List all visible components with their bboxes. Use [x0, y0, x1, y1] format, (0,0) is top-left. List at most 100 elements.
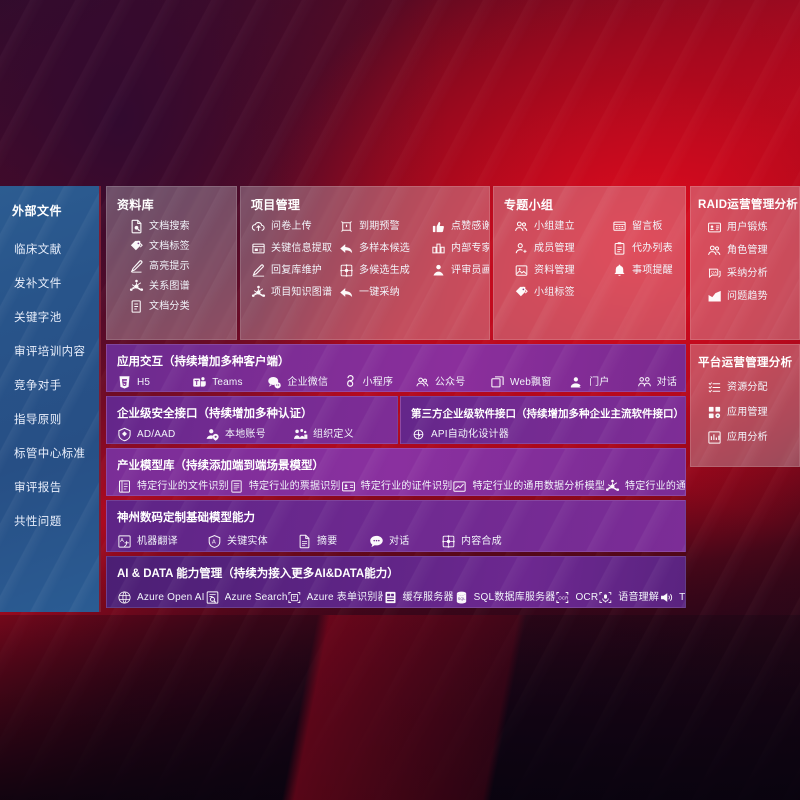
project-item-knowledge-graph[interactable]: 项目知识图谱	[251, 285, 335, 300]
aidata-item-azure-openai[interactable]: Azure Open AI	[117, 590, 205, 605]
library-item-label: 文档搜索	[149, 220, 190, 232]
library-item-doc-tag[interactable]: 文档标签	[129, 239, 228, 254]
project-item-expert-rank[interactable]: 内部专家排名	[431, 241, 489, 256]
industry-item-receipt-recognize[interactable]: 特定行业的票据识别	[229, 479, 341, 494]
raid-item-user-profile[interactable]: 用户锻炼	[707, 220, 791, 235]
security-item-org-define[interactable]: 组织定义	[293, 427, 354, 442]
interaction-item-miniprogram[interactable]: 小程序	[343, 375, 415, 390]
industry-item-knowledge-finetune[interactable]: 特定行业的通用知识微调模型	[605, 479, 685, 494]
interaction-item-h5[interactable]: H5	[117, 375, 192, 390]
industry-item-data-analysis[interactable]: 特定行业的通用数据分析模型	[452, 479, 605, 494]
sidebar-item-supplement-files[interactable]: 发补文件	[14, 278, 62, 290]
sidebar-item-review-training[interactable]: 审评培训内容	[14, 346, 86, 358]
industry-item-file-recognize[interactable]: 特定行业的文件识别	[117, 479, 229, 494]
interaction-item-portal[interactable]: 门户	[569, 375, 636, 390]
raid-item-issue-trend[interactable]: 问题趋势	[707, 289, 791, 304]
project-item-thanks[interactable]: 点赞感谢	[431, 219, 489, 234]
interaction-item-dialog[interactable]: 对话	[637, 375, 677, 390]
project-item-multi-sample[interactable]: 多样本候选	[339, 241, 427, 256]
foundation-item-label: 关键实体	[227, 535, 268, 547]
aidata-item-tts[interactable]: TTS	[659, 590, 685, 605]
web-float-window-icon	[490, 375, 505, 390]
group-item-create[interactable]: 小组建立	[514, 219, 606, 234]
sidebar-item-review-report[interactable]: 审评报告	[14, 482, 62, 494]
image-box-icon	[514, 263, 529, 278]
interaction-item-official-account[interactable]: 公众号	[415, 375, 490, 390]
raid-item-label: 问题趋势	[727, 290, 768, 302]
alarm-warning-icon	[339, 219, 354, 234]
security-item-local-account[interactable]: 本地账号	[205, 427, 293, 442]
interaction-item-wechat-work[interactable]: 企业微信	[267, 375, 342, 390]
industry-item-id-recognize[interactable]: 特定行业的证件识别	[341, 479, 453, 494]
cache-server-icon	[383, 590, 398, 605]
tag-icon	[514, 285, 529, 300]
doc-category-icon	[129, 299, 144, 314]
aidata-item-azure-search[interactable]: Azure Search	[205, 590, 287, 605]
foundation-item-content-synth[interactable]: 内容合成	[441, 534, 502, 549]
clipboard-list-icon	[612, 241, 627, 256]
aidata-item-speech-understand[interactable]: 语音理解	[598, 590, 659, 605]
aidata-item-sql-database[interactable]: SQL SQL数据库服务器	[454, 590, 556, 605]
group-item-todo-list[interactable]: 代办列表	[612, 241, 677, 256]
project-item-due-warning[interactable]: 到期预警	[339, 219, 427, 234]
qa-chat-icon: QA	[707, 266, 722, 281]
sidebar-item-common-issues[interactable]: 共性问题	[14, 516, 62, 528]
band-ai-data: AI & DATA 能力管理（持续为接入更多AI&DATA能力） Azure O…	[106, 556, 686, 608]
official-account-icon	[415, 375, 430, 390]
band-thirdparty-items: API自动化设计器	[401, 421, 685, 443]
sidebar-item-clinical-literature[interactable]: 临床文献	[14, 244, 62, 256]
person-add-icon	[514, 241, 529, 256]
html5-icon	[117, 375, 132, 390]
group-item-message-board[interactable]: 留言板	[612, 219, 677, 234]
foundation-item-translate[interactable]: A 机器翻译	[117, 534, 207, 549]
group-item-member-mgmt[interactable]: 成员管理	[514, 241, 606, 256]
library-item-doc-search[interactable]: 文档搜索	[129, 219, 228, 234]
project-item-reply-library[interactable]: 回复库维护	[251, 263, 335, 278]
aidata-item-cache-server[interactable]: 缓存服务器	[383, 590, 454, 605]
foundation-item-summary[interactable]: 摘要	[297, 534, 369, 549]
wechat-work-icon	[267, 375, 282, 390]
project-item-one-click-adopt[interactable]: 一键采纳	[339, 285, 427, 300]
group-people-icon	[707, 243, 722, 258]
panel-project-title: 项目管理	[251, 198, 301, 212]
band-app-interaction: 应用交互（持续增加多种客户端） H5 Teams 企业微信 小程序	[106, 344, 686, 392]
library-item-relation-graph[interactable]: 关系图谱	[129, 279, 228, 294]
azure-openai-icon	[117, 590, 132, 605]
interaction-item-label: 企业微信	[287, 376, 329, 388]
group-item-material-mgmt[interactable]: 资料管理	[514, 263, 606, 278]
svg-text:A: A	[212, 539, 216, 545]
foundation-item-label: 内容合成	[461, 535, 502, 547]
translate-icon: A	[117, 534, 132, 549]
project-item-survey-upload[interactable]: 问卷上传	[251, 219, 335, 234]
platform-item-app-mgmt[interactable]: 应用管理	[707, 405, 791, 420]
group-item-reminder[interactable]: 事项提醒	[612, 263, 677, 278]
industry-item-label: 特定行业的证件识别	[360, 480, 453, 492]
group-item-group-tag[interactable]: 小组标签	[514, 285, 606, 300]
sidebar-item-competitors[interactable]: 竞争对手	[14, 380, 62, 392]
panel-platform-title: 平台运营管理分析	[698, 357, 793, 369]
library-item-highlight[interactable]: 高亮提示	[129, 259, 228, 274]
interaction-item-web-float[interactable]: Web飘窗	[490, 375, 569, 390]
platform-item-resource-alloc[interactable]: 资源分配	[707, 380, 791, 395]
interaction-item-teams[interactable]: Teams	[192, 375, 267, 390]
project-item-label: 一键采纳	[359, 286, 400, 298]
raid-item-adoption-analysis[interactable]: QA 采纳分析	[707, 266, 791, 281]
cloud-upload-icon	[251, 219, 266, 234]
thirdparty-item-api-designer[interactable]: API自动化设计器	[411, 427, 509, 442]
security-item-ad-aad[interactable]: AD/AAD	[117, 427, 205, 442]
project-item-label: 到期预警	[359, 220, 400, 232]
platform-item-app-analysis[interactable]: 应用分析	[707, 430, 791, 445]
sidebar-item-keyword-pool[interactable]: 关键字池	[14, 312, 62, 324]
sidebar-item-guidelines[interactable]: 指导原则	[14, 414, 62, 426]
library-item-doc-category[interactable]: 文档分类	[129, 299, 228, 314]
project-item-reviewer-profile[interactable]: 评审员画像	[431, 263, 489, 278]
aidata-item-form-recognizer[interactable]: Azure 表单识别器	[287, 590, 383, 605]
raid-item-role-mgmt[interactable]: 角色管理	[707, 243, 791, 258]
shield-diamond-icon	[117, 427, 132, 442]
aidata-item-ocr[interactable]: OCR OCR	[555, 590, 598, 605]
foundation-item-dialog[interactable]: 对话	[369, 534, 441, 549]
project-item-multi-candidate[interactable]: 多候选生成	[339, 263, 427, 278]
project-item-key-extract[interactable]: 关键信息提取	[251, 241, 335, 256]
sidebar-item-standards-center[interactable]: 标管中心标准	[14, 448, 86, 460]
foundation-item-entity[interactable]: A 关键实体	[207, 534, 297, 549]
